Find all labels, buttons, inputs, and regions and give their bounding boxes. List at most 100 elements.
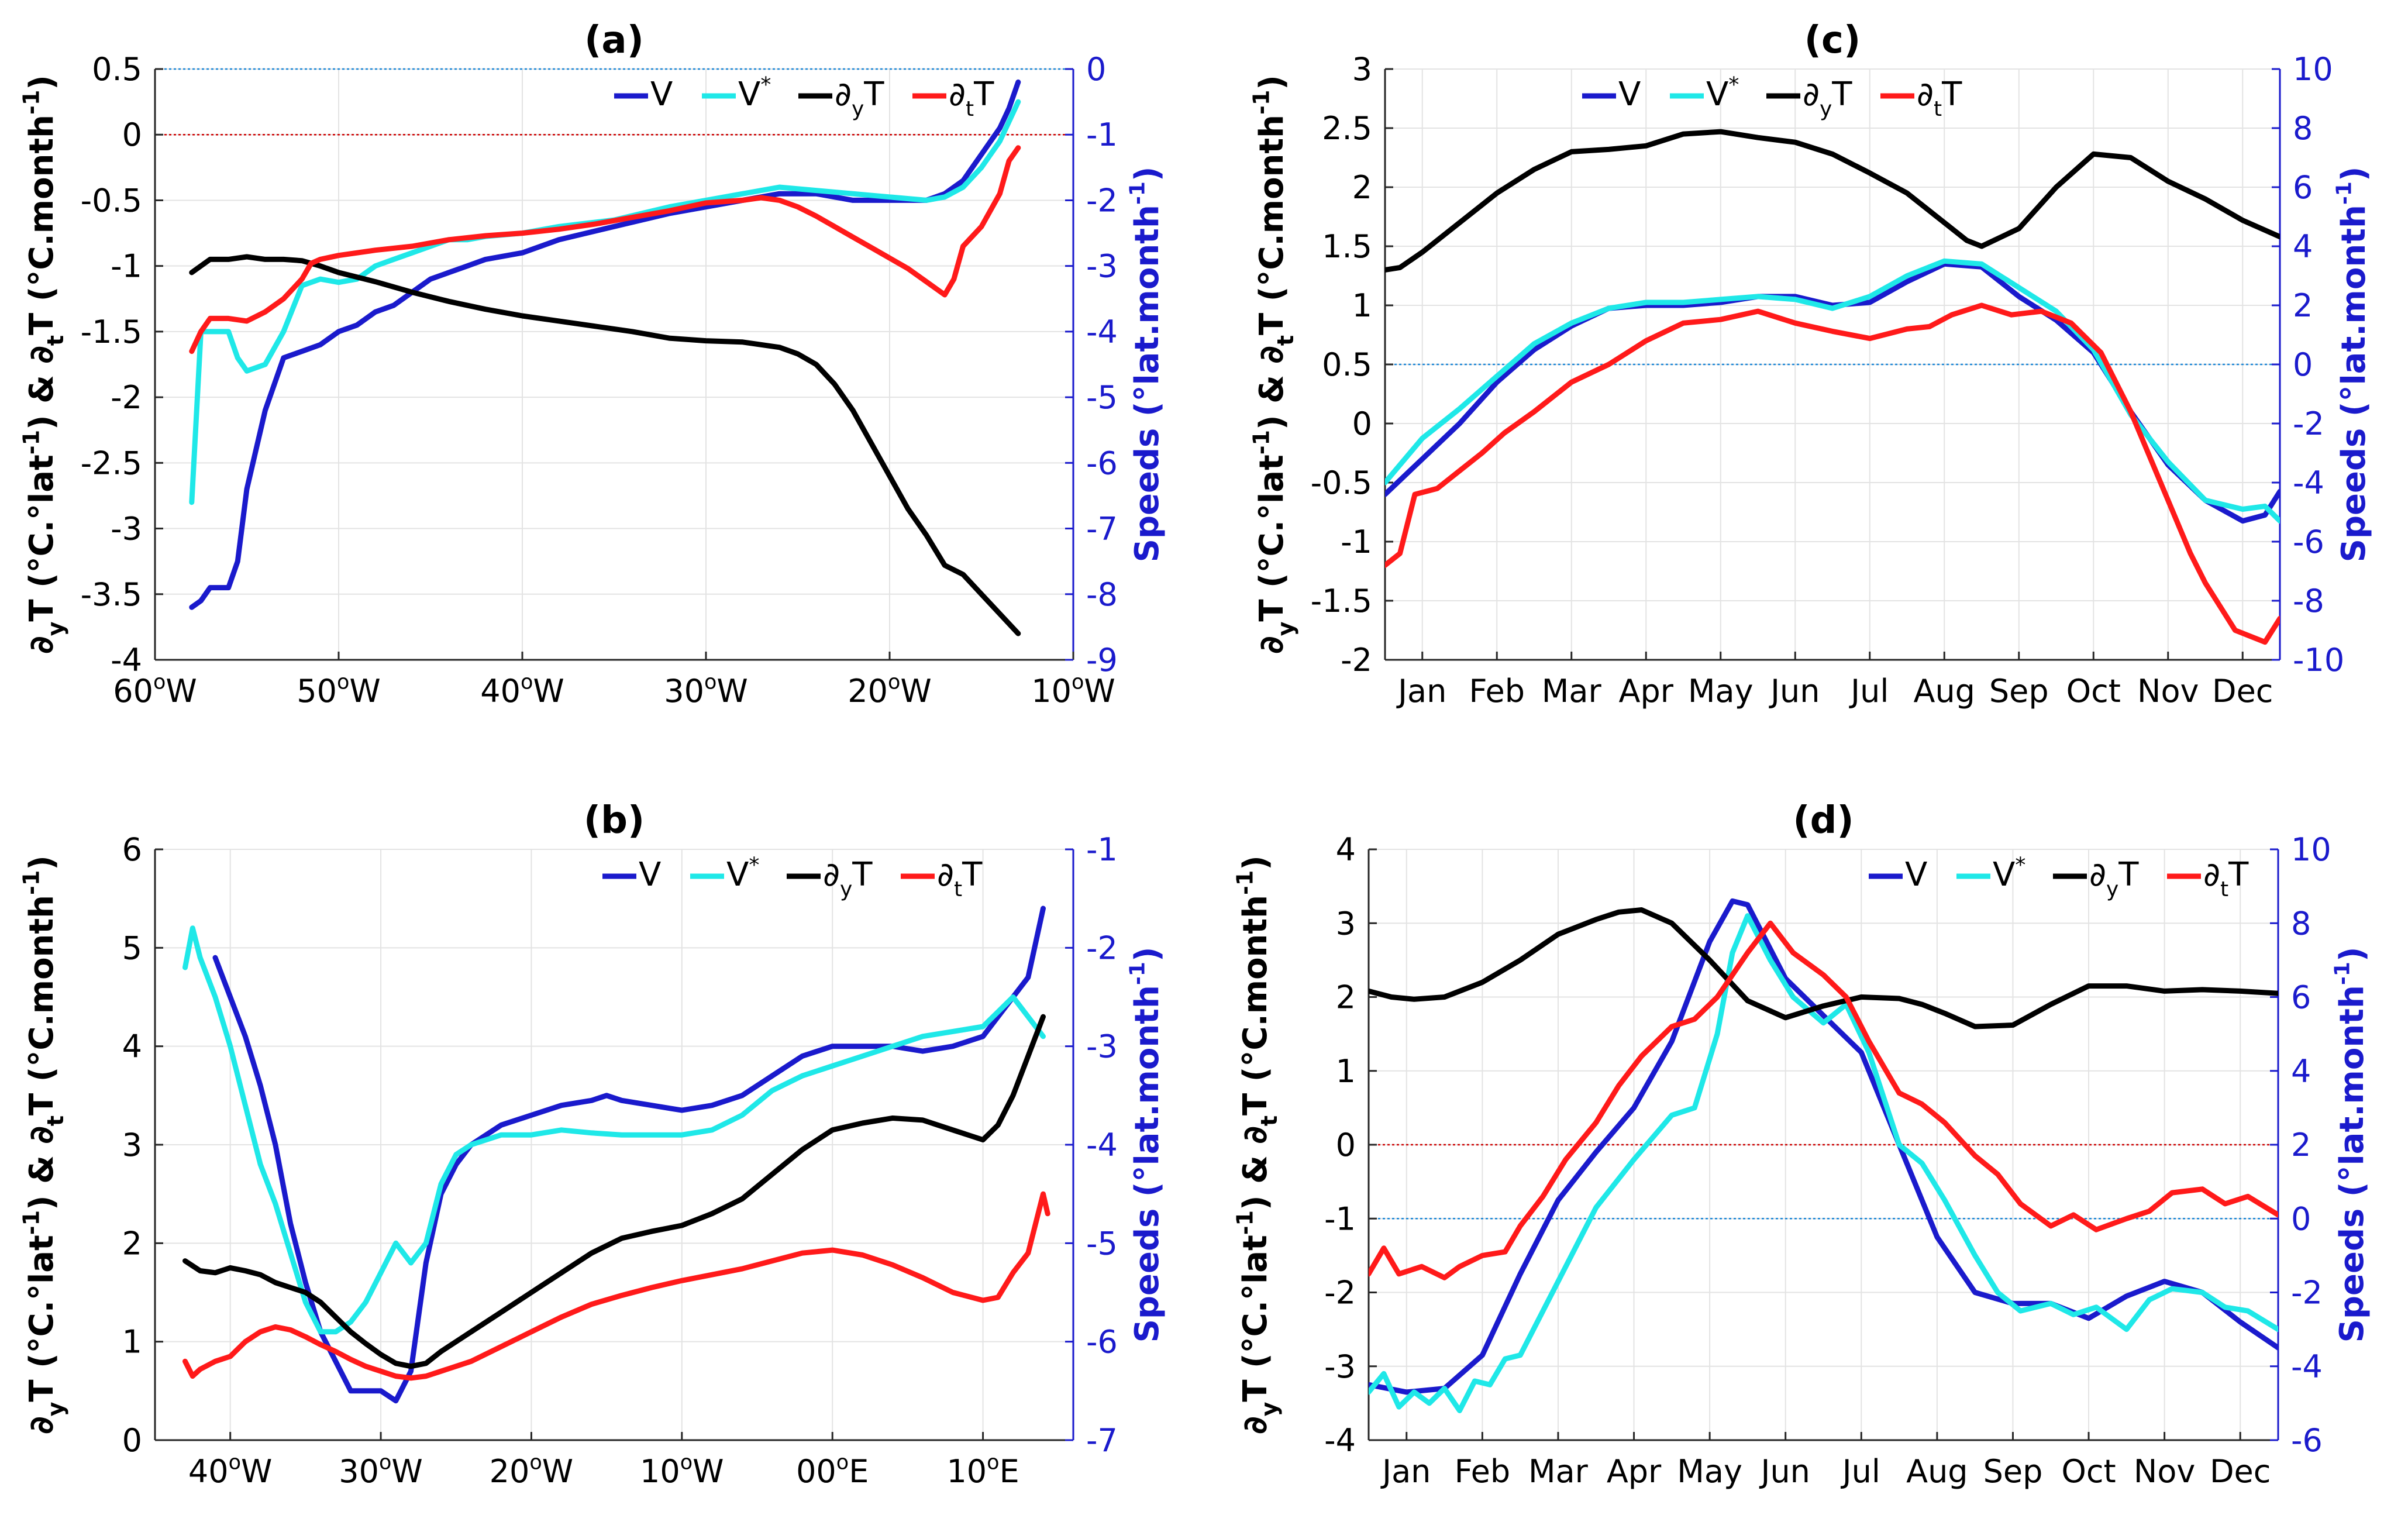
y-axis-label-left: ∂yT (°C.°lat-1) & ∂tT (°C.month-1) (1232, 855, 1282, 1434)
y-tick-label-left: 0 (1352, 405, 1372, 442)
x-tick-label: 20oW (490, 1451, 574, 1490)
panel-title: (c) (1804, 19, 1861, 62)
x-tick-label: Jul (1849, 673, 1889, 710)
y-tick-label-right: -7 (1086, 1422, 1118, 1459)
y-tick-label-right: 0 (1086, 51, 1106, 88)
legend-entry: ∂yT (823, 856, 873, 901)
y-tick-label-right: 0 (2291, 1200, 2311, 1237)
x-tick-label: Sep (1983, 1453, 2043, 1490)
y-tick-label-left: 1 (1336, 1053, 1356, 1090)
panel-b: 40oW 30oW 20oW 10oW 00oE 10oE 6 5 4 3 2 1 0 -1 -2 -3 -4 -… (19, 799, 1167, 1490)
y-tick-label-right: -8 (2293, 583, 2324, 619)
y-tick-label-left: -2.5 (81, 445, 142, 481)
x-tick-label: Aug (1914, 673, 1975, 710)
y-tick-label-right: -4 (1086, 1127, 1118, 1163)
y-tick-label-right: -8 (1086, 576, 1118, 613)
y-tick-label-left: -1 (1324, 1200, 1356, 1237)
y-tick-label-left: 0 (1336, 1127, 1356, 1163)
y-axis-label-left: ∂yT (°C.°lat-1) & ∂tT (°C.month-1) (19, 75, 68, 654)
y-tick-label-right: -2 (1086, 929, 1118, 966)
panel-title: (b) (584, 799, 645, 842)
x-tick-label: Oct (2061, 1453, 2116, 1490)
panel-a: 60oW 50oW 40oW 30oW 20oW 10oW 0.5 0 -0.5 -1 -1.5 -2… (19, 19, 1167, 710)
x-tick-label: Jan (1380, 1453, 1431, 1490)
y-axis-label-right: Speeds (°lat.month-1) (2331, 947, 2372, 1343)
y-tick-label-right: -3 (1086, 248, 1118, 285)
y-axis-label-right: Speeds (°lat.month-1) (1126, 947, 1167, 1343)
y-tick-label-right: -1 (1086, 116, 1118, 153)
legend-entry: ∂tT (1917, 75, 1962, 121)
y-tick-label-left: -2 (111, 379, 142, 416)
legend-entry: V* (726, 853, 759, 894)
y-tick-label-left: 2 (122, 1225, 142, 1262)
y-tick-label-right: -6 (2291, 1422, 2323, 1459)
legend-entry: V* (1993, 853, 2025, 894)
series-line-v (1369, 898, 2278, 1395)
series-line-dtt (1385, 302, 2280, 645)
y-tick-label-right: -6 (1086, 1324, 1118, 1361)
y-tick-label-right: -1 (1086, 831, 1118, 868)
y-tick-label-right: 0 (2293, 346, 2313, 383)
y-tick-label-right: -9 (1086, 642, 1118, 679)
series-line-v-star (182, 925, 1046, 1335)
x-tick-label: Feb (1469, 673, 1525, 710)
y-tick-label-left: 1 (1352, 287, 1372, 324)
legend-entry: V (1905, 856, 1927, 894)
y-tick-label-left: 0 (122, 116, 142, 153)
legend-entry: ∂tT (937, 856, 983, 901)
y-tick-label-right: 6 (2293, 169, 2313, 206)
series-line-dyt (189, 254, 1021, 636)
x-tick-label: 40oW (480, 670, 564, 710)
y-tick-label-right: -4 (1086, 314, 1118, 350)
x-tick-label: 10oE (946, 1451, 1019, 1490)
y-tick-label-left: -3.5 (81, 576, 142, 613)
x-tick-label: Apr (1619, 673, 1674, 710)
series-line-v (212, 905, 1046, 1404)
x-tick-label: Sep (1989, 673, 2049, 710)
panel-d: Jan Feb Mar Apr May Jun Jul Aug Sep Oct Nov Dec 4 3 2 1… (1232, 799, 2372, 1490)
y-tick-label-left: -1 (111, 248, 142, 285)
legend-entry: ∂yT (2089, 856, 2139, 901)
y-tick-label-left: -1 (1341, 524, 1372, 560)
x-tick-label: Jan (1396, 673, 1446, 710)
y-tick-label-right: 8 (2291, 905, 2311, 942)
y-tick-label-left: -1.5 (81, 314, 142, 350)
panel-c: Jan Feb Mar Apr May Jun Jul Aug Sep Oct Nov Dec 3 2.5… (1249, 19, 2373, 710)
y-tick-label-left: 6 (122, 831, 142, 868)
series-line-dyt (1385, 129, 2280, 273)
y-tick-label-left: -2 (1324, 1275, 1356, 1311)
series-line-dtt (1369, 920, 2278, 1280)
x-tick-label: 40oW (188, 1451, 273, 1490)
y-tick-label-right: 8 (2293, 110, 2313, 147)
y-tick-label-left: -2 (1341, 642, 1372, 679)
y-axis-label-right: Speeds (°lat.month-1) (2333, 167, 2373, 563)
y-tick-label-left: 1.5 (1322, 228, 1372, 265)
x-tick-label: Mar (1542, 673, 1602, 710)
legend-entry: V* (738, 73, 771, 114)
x-tick-label: 50oW (297, 670, 381, 710)
y-tick-label-left: -3 (111, 511, 142, 548)
x-tick-label: Feb (1455, 1453, 1511, 1490)
series-line-dtt (182, 1191, 1050, 1381)
y-tick-label-left: 0.5 (1322, 346, 1372, 383)
x-tick-label: May (1677, 1453, 1742, 1490)
x-tick-label: Jul (1841, 1453, 1880, 1490)
y-tick-label-left: 1 (122, 1324, 142, 1361)
y-tick-label-right: -2 (1086, 182, 1118, 219)
y-axis-label-right: Speeds (°lat.month-1) (1126, 167, 1167, 563)
legend-entry: ∂yT (835, 75, 884, 121)
y-tick-label-right: -2 (2293, 405, 2324, 442)
x-tick-label: 10oW (1031, 670, 1115, 710)
series-line-dtt (189, 145, 1021, 354)
y-tick-label-right: -5 (1086, 1225, 1118, 1262)
y-tick-label-right: 4 (2293, 228, 2313, 265)
y-tick-label-left: 3 (122, 1127, 142, 1163)
y-tick-label-left: -4 (111, 642, 142, 679)
legend-entry: V (650, 75, 673, 113)
y-tick-label-right: 2 (2291, 1127, 2311, 1163)
series-line-dyt (1369, 907, 2278, 1029)
legend-entry: V (1618, 75, 1641, 113)
x-tick-label: Nov (2137, 673, 2199, 710)
y-tick-label-left: 0 (122, 1422, 142, 1459)
